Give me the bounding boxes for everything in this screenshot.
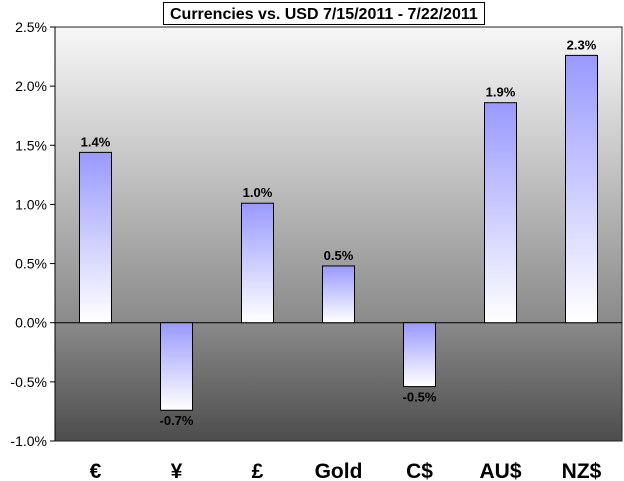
category-label: AU$: [479, 460, 521, 481]
bar: [241, 202, 274, 324]
category-label: C$: [406, 460, 433, 481]
data-label: 0.5%: [324, 248, 354, 263]
data-label: 2.3%: [567, 37, 597, 52]
data-label: -0.5%: [403, 390, 437, 405]
bar: [322, 265, 355, 324]
y-tick-label: 1.5%: [15, 137, 47, 153]
category-label: NZ$: [562, 460, 602, 481]
category-label: €: [90, 460, 102, 481]
x-axis-labels: € ¥ £ Gold C$ AU$ NZ$: [90, 460, 602, 481]
bar: [403, 322, 436, 388]
category-label: ¥: [171, 460, 183, 481]
y-tick-label: 1.0%: [15, 196, 47, 212]
bars: 1.4% -0.7% 1.0% 0.5% -0.5% 1.9% 2.3%: [79, 37, 598, 428]
bar: [79, 151, 112, 324]
bar: [484, 102, 517, 324]
data-label: 1.4%: [81, 134, 111, 149]
y-tick-label: 2.5%: [15, 19, 47, 35]
y-tick-label: 0.0%: [15, 315, 47, 331]
bar: [565, 54, 598, 324]
y-tick-label: -1.0%: [10, 433, 47, 449]
category-label: £: [252, 460, 264, 481]
y-tick-label: -0.5%: [10, 374, 47, 390]
y-axis: -1.0% -0.5% 0.0% 0.5% 1.0% 1.5% 2.0% 2.5%: [10, 19, 56, 449]
data-label: 1.9%: [486, 85, 516, 100]
chart-title: Currencies vs. USD 7/15/2011 - 7/22/2011: [163, 2, 485, 25]
bar: [160, 322, 193, 411]
y-tick-label: 0.5%: [15, 256, 47, 272]
y-tick-label: 2.0%: [15, 78, 47, 94]
plot-area: [54, 26, 623, 442]
data-label: 1.0%: [243, 185, 273, 200]
data-label: -0.7%: [160, 413, 194, 428]
category-label: Gold: [315, 460, 363, 481]
